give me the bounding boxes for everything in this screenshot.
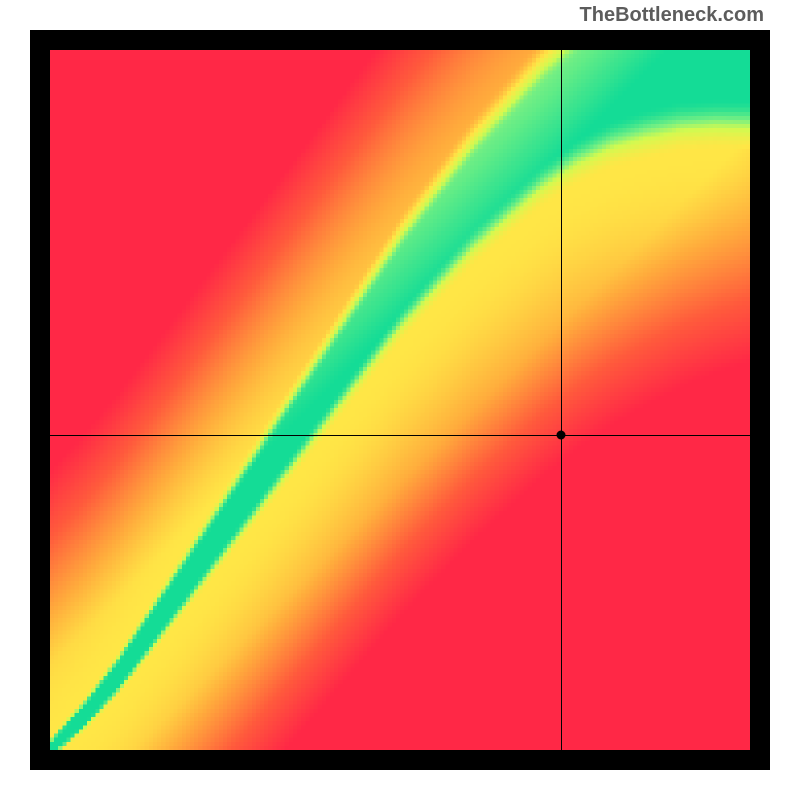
crosshair-horizontal (50, 435, 750, 436)
attribution-text: TheBottleneck.com (580, 4, 764, 27)
crosshair-vertical (561, 50, 562, 750)
heatmap-canvas (50, 50, 750, 750)
plot-area (50, 50, 750, 750)
marker-dot (557, 431, 566, 440)
plot-frame (30, 30, 770, 770)
chart-container: TheBottleneck.com (0, 0, 800, 800)
